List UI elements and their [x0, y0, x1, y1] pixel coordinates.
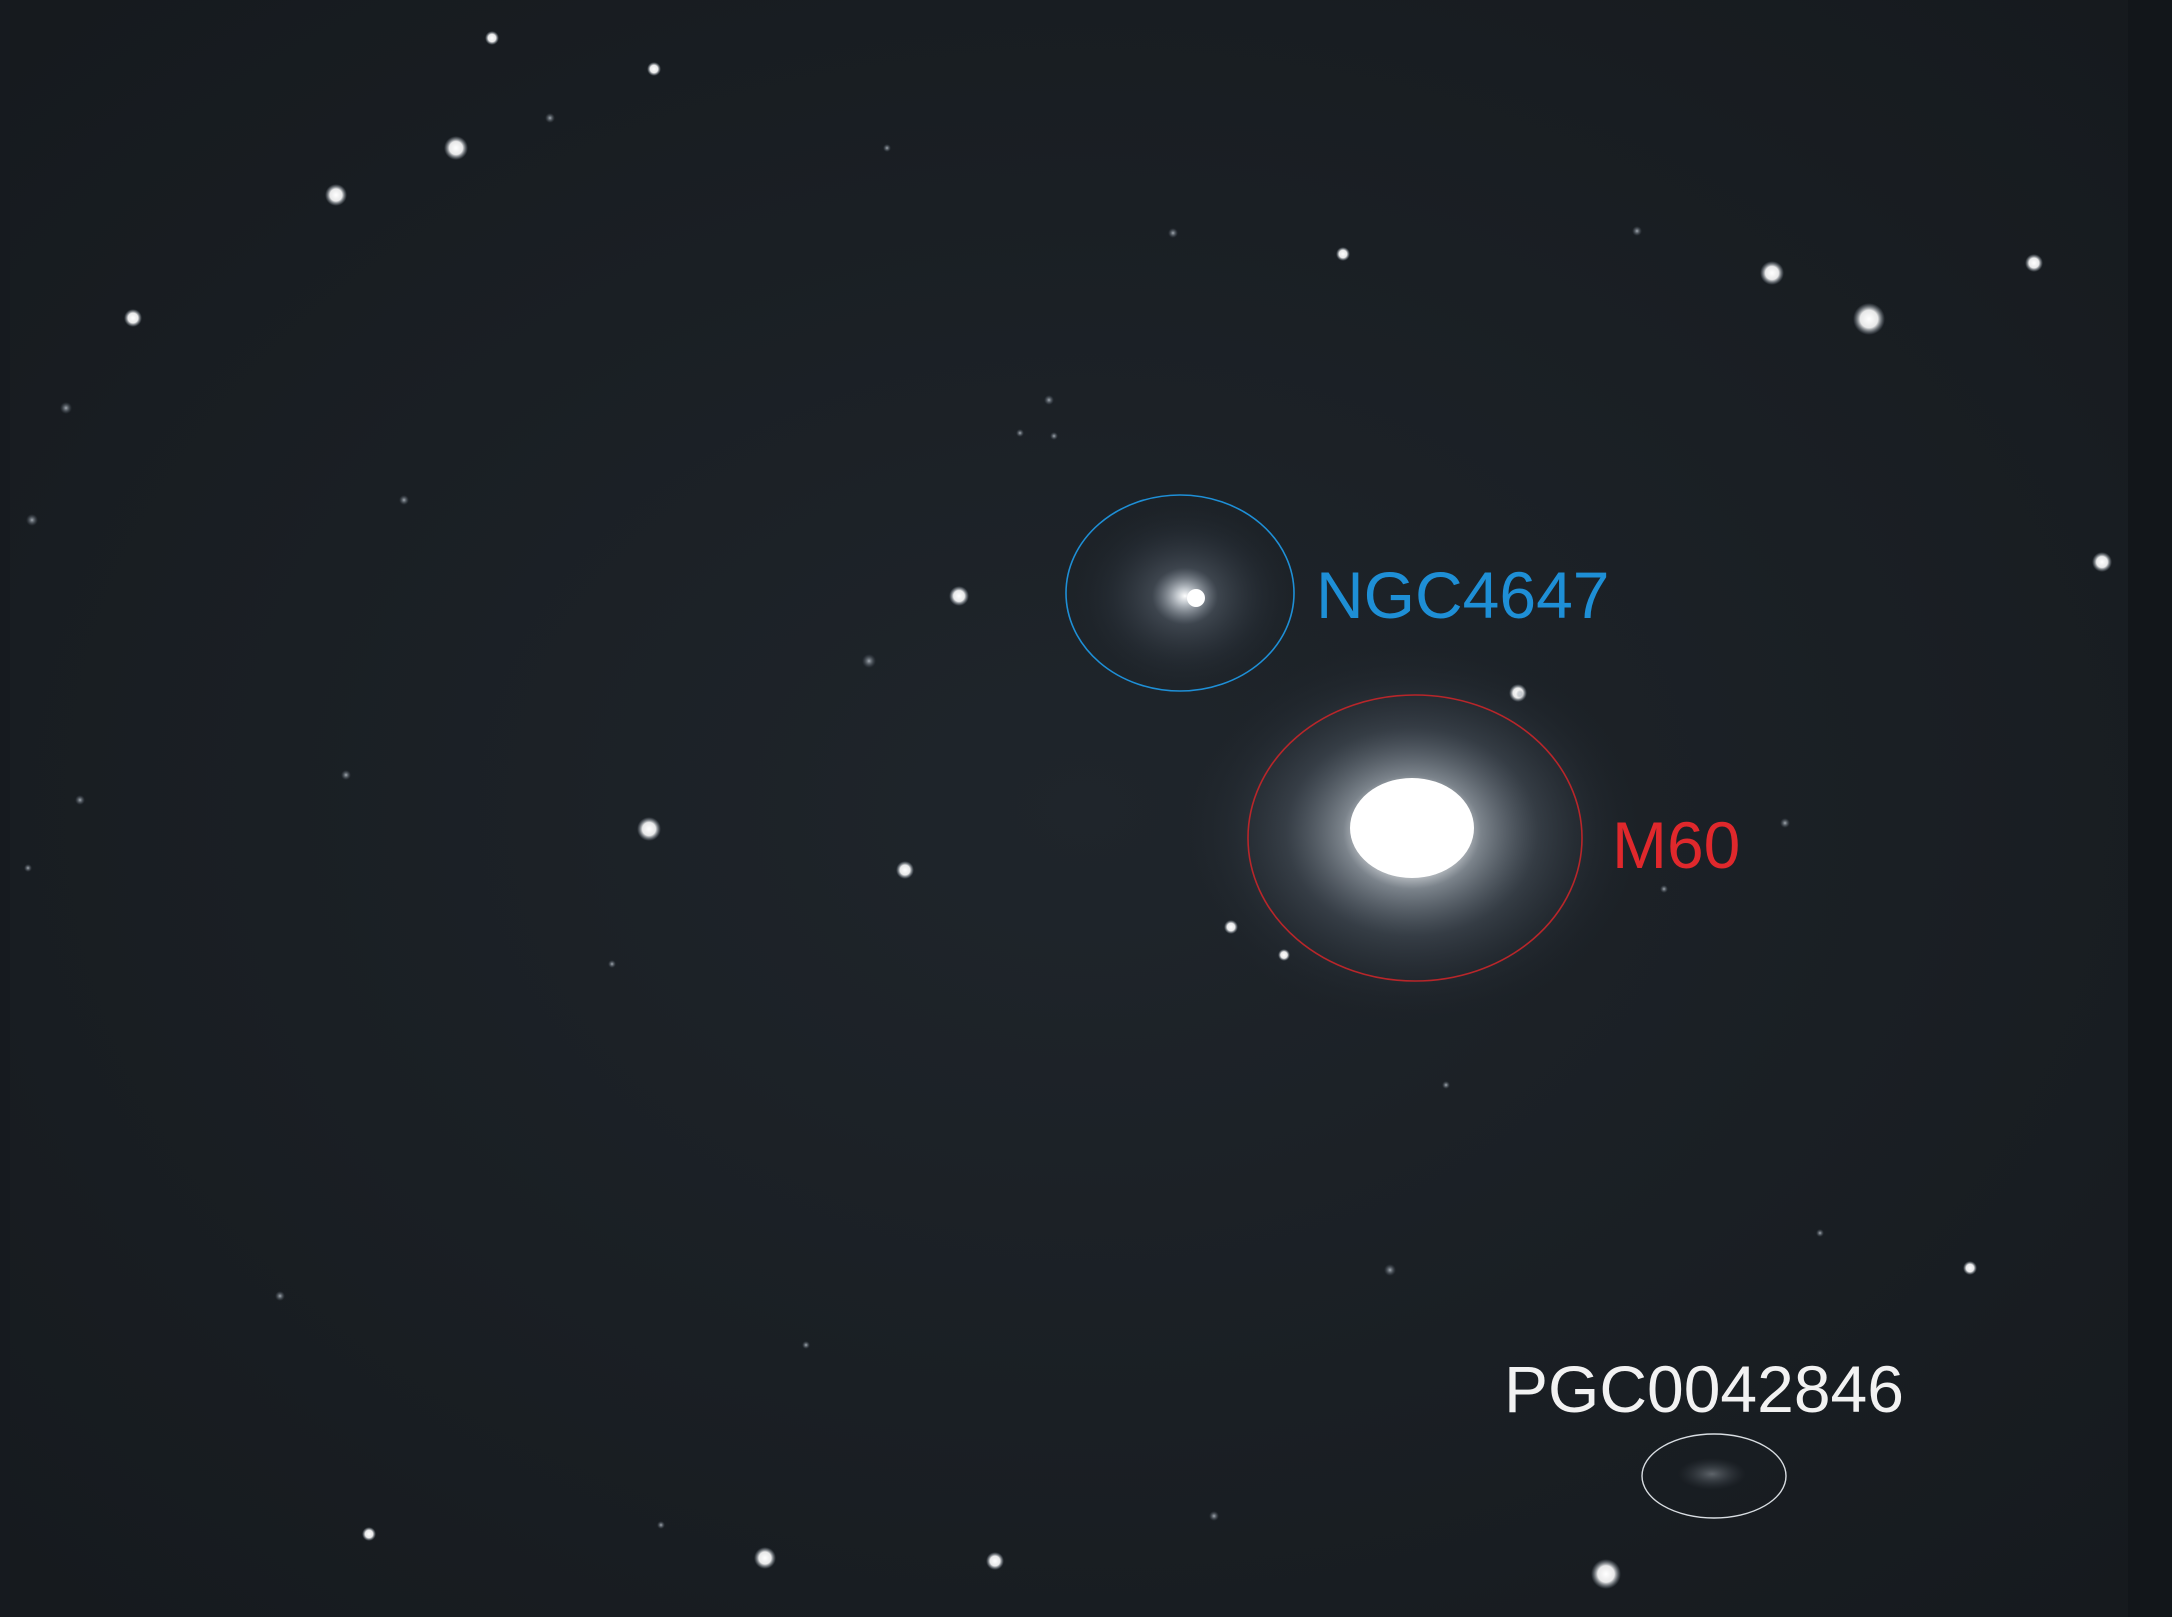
star	[485, 31, 499, 45]
right-edge-strip	[2128, 0, 2172, 1617]
ngc4647-core	[1187, 589, 1205, 607]
star	[1760, 261, 1784, 285]
ngc4647-galaxy	[1075, 501, 1295, 691]
left-edge-strip	[0, 0, 10, 1617]
star	[1853, 303, 1885, 335]
star	[325, 184, 347, 206]
star	[362, 1527, 376, 1541]
star	[444, 136, 468, 160]
pgc-label: PGC0042846	[1504, 1352, 1904, 1426]
ngc4647-marker-ellipse	[1065, 494, 1295, 692]
star	[1963, 1261, 1977, 1275]
star	[896, 861, 914, 879]
star	[647, 62, 661, 76]
star	[1591, 1559, 1621, 1589]
star	[1336, 247, 1350, 261]
m60-label: M60	[1612, 808, 1741, 882]
star	[2092, 552, 2112, 572]
star	[1224, 920, 1238, 934]
star	[124, 309, 142, 327]
ngc4647-label: NGC4647	[1316, 558, 1610, 632]
faint-stars	[24, 113, 1824, 1529]
pgc-marker-ellipse	[1641, 1433, 1787, 1519]
star	[1278, 949, 1290, 961]
m60-marker-ellipse	[1247, 694, 1583, 982]
m60-core	[1350, 778, 1474, 878]
bright-stars	[124, 31, 2112, 1589]
star	[949, 586, 969, 606]
star	[637, 817, 661, 841]
star	[2025, 254, 2043, 272]
star	[754, 1547, 776, 1569]
star	[986, 1552, 1004, 1570]
pgc-galaxy	[1678, 1458, 1746, 1490]
